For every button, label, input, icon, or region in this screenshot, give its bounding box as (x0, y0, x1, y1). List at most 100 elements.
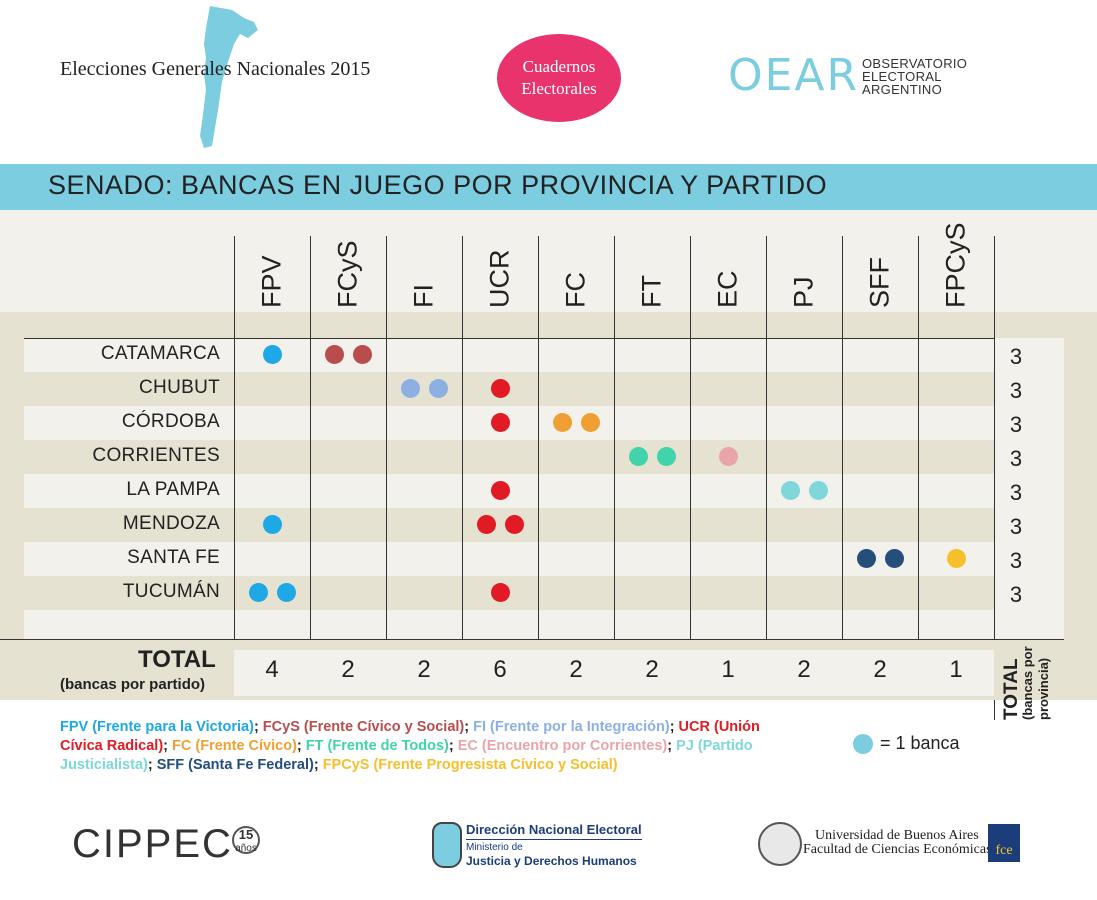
argentina-crest-icon (432, 822, 462, 868)
party-total-fcys: 2 (341, 656, 355, 683)
legend-item: PJ (Partido Justicialista) (60, 738, 753, 773)
party-total-sff: 2 (873, 656, 887, 683)
party-header-fi: FI (386, 226, 462, 312)
legend-item: FPV (Frente para la Victoria) (60, 719, 254, 735)
grid-vline (842, 236, 843, 700)
header-divider-band (0, 312, 1097, 338)
seat-dot (780, 481, 800, 500)
legend-separator: ; (667, 738, 677, 754)
grid-vline (918, 236, 919, 700)
party-header-label: FCyS (332, 240, 363, 309)
party-header-label: SFF (864, 257, 895, 308)
province-seat-total: 3 (1009, 514, 1023, 539)
grid-vline (766, 236, 767, 700)
grid-vline (538, 236, 539, 700)
grid-vline-right (994, 338, 995, 720)
party-header-fpv: FPV (234, 226, 310, 312)
grid-hline-bottom (0, 639, 1064, 640)
left-margin-band (0, 338, 24, 640)
grid-vline (690, 236, 691, 700)
province-total-header: TOTAL (bancas por provincia) (1001, 646, 1064, 720)
oear-line-2: ELECTORAL (862, 69, 942, 84)
seat-dot (490, 379, 510, 398)
party-header-label: FPCyS (940, 222, 971, 308)
province-seat-total: 3 (1009, 412, 1023, 437)
party-total-ucr: 6 (493, 656, 507, 683)
grid-vline (386, 236, 387, 700)
uba-seal-icon (758, 822, 802, 866)
province-name: CHUBUT (139, 377, 220, 398)
seat-dot (490, 413, 510, 432)
party-total-fpv: 4 (265, 656, 279, 683)
party-header-sff: SFF (842, 226, 918, 312)
seat-dot (884, 549, 904, 568)
seat-dot (808, 481, 828, 500)
seat-dot (262, 345, 282, 364)
province-total-sublabel-1: (bancas por (1020, 646, 1035, 720)
province-name: CATAMARCA (100, 343, 220, 364)
cuadernos-electorales-badge: Cuadernos Electorales (497, 34, 621, 122)
party-total-pj: 2 (797, 656, 811, 683)
oear-line-1: OBSERVATORIO (862, 56, 968, 71)
seat-key-text: = 1 banca (880, 733, 960, 753)
seat-dot (490, 583, 510, 602)
party-header-fc: FC (538, 226, 614, 312)
legend-separator: ; (253, 719, 263, 735)
row-band (24, 440, 994, 474)
province-seat-total: 3 (1009, 480, 1023, 505)
cippec-logo: CIPPEC (72, 822, 233, 866)
dne-subtitle-1: Ministerio de (466, 842, 523, 853)
party-header-pj: PJ (766, 226, 842, 312)
grid-vline (234, 236, 235, 700)
seat-dot (476, 515, 496, 534)
party-total-ec: 1 (721, 656, 735, 683)
seat-dot (276, 583, 296, 602)
party-header-fcys: FCyS (310, 226, 386, 312)
legend-item: SFF (Santa Fe Federal) (156, 757, 314, 773)
province-total-sublabel-2: provincia) (1036, 657, 1051, 720)
province-name: LA PAMPA (126, 479, 220, 500)
legend-separator: ; (448, 738, 458, 754)
seat-dot (504, 515, 524, 534)
total-sublabel: (bancas por partido) (60, 676, 206, 693)
province-name: MENDOZA (122, 513, 220, 534)
party-header-label: FPV (256, 255, 287, 308)
seat-dot (428, 379, 448, 398)
footer (0, 788, 1097, 900)
grid-vline (462, 236, 463, 700)
legend-separator: ; (669, 719, 679, 735)
party-total-ft: 2 (645, 656, 659, 683)
party-header-label: FI (408, 284, 439, 308)
seat-dot-key-icon (853, 734, 873, 754)
legend-item: FCyS (Frente Cívico y Social) (262, 719, 465, 735)
uba-line-1: Universidad de Buenos Aires (815, 828, 979, 843)
party-header-fpcys: FPCyS (918, 222, 994, 312)
party-header-ucr: UCR (462, 226, 538, 312)
seat-dot (718, 447, 738, 466)
total-label: TOTAL (138, 646, 216, 673)
legend-separator: ; (163, 738, 173, 754)
province-name: SANTA FE (127, 547, 220, 568)
legend-separator: ; (147, 757, 157, 773)
province-name: TUCUMÁN (122, 581, 220, 602)
seat-dot (400, 379, 420, 398)
dne-subtitle-2: Justicia y Derechos Humanos (466, 854, 637, 868)
grid-hline-top (24, 338, 994, 339)
right-margin-band (1064, 338, 1097, 640)
seat-dot (628, 447, 648, 466)
grid-vline (614, 236, 615, 700)
party-total-fi: 2 (417, 656, 431, 683)
party-total-fc: 2 (569, 656, 583, 683)
legend-separator: ; (313, 757, 323, 773)
legend-separator: ; (296, 738, 306, 754)
cippec-15-number: 15 (238, 827, 254, 842)
grid-vline (310, 236, 311, 700)
seat-dot (352, 345, 372, 364)
oear-logo: OEAR (728, 50, 860, 101)
legend-item: UCR (Unión Cívica Radical) (60, 719, 760, 754)
dne-title: Dirección Nacional Electoral (466, 822, 642, 840)
totals-cells (234, 650, 994, 696)
seat-dot (490, 481, 510, 500)
chart-title: SENADO: BANCAS EN JUEGO POR PROVINCIA Y … (48, 170, 828, 200)
oear-line-3: ARGENTINO (862, 82, 942, 97)
